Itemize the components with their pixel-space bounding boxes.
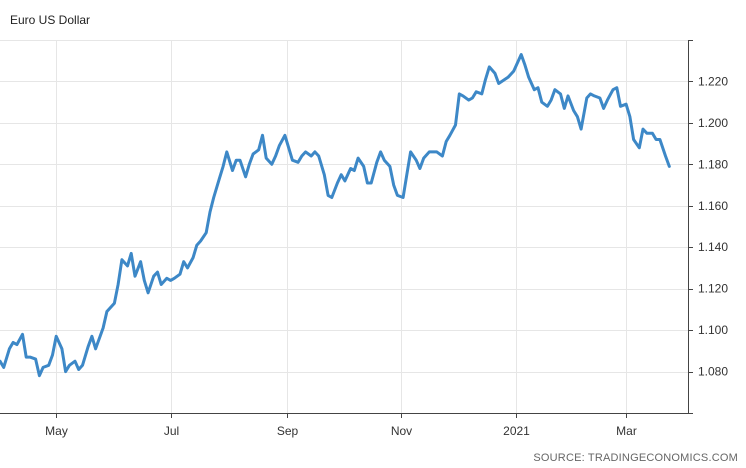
x-tick-label: May bbox=[45, 424, 68, 438]
chart-title: Euro US Dollar bbox=[10, 13, 91, 27]
x-tick-label: Jul bbox=[164, 424, 179, 438]
series-line bbox=[0, 53, 671, 378]
axis-layer: 1.080 1.100 1.120 1.140 1.160 1.180 1.200 1.220… bbox=[0, 40, 728, 438]
y-tick-label: 1.120 bbox=[698, 282, 728, 296]
y-tick-label: 1.200 bbox=[698, 116, 728, 130]
x-tick-label: Nov bbox=[391, 424, 412, 438]
x-tick-label: 2021 bbox=[503, 424, 530, 438]
series-layer bbox=[0, 53, 671, 378]
y-tick-label: 1.160 bbox=[698, 199, 728, 213]
x-tick-label: Mar bbox=[616, 424, 637, 438]
y-tick-label: 1.140 bbox=[698, 240, 728, 254]
grid-layer bbox=[0, 40, 688, 414]
y-tick-label: 1.180 bbox=[698, 157, 728, 171]
source-note: SOURCE: TRADINGECONOMICS.COM bbox=[533, 452, 738, 464]
y-tick-label: 1.080 bbox=[698, 365, 728, 379]
x-tick-label: Sep bbox=[277, 424, 299, 438]
y-tick-label: 1.220 bbox=[698, 74, 728, 88]
y-tick-label: 1.100 bbox=[698, 323, 728, 337]
